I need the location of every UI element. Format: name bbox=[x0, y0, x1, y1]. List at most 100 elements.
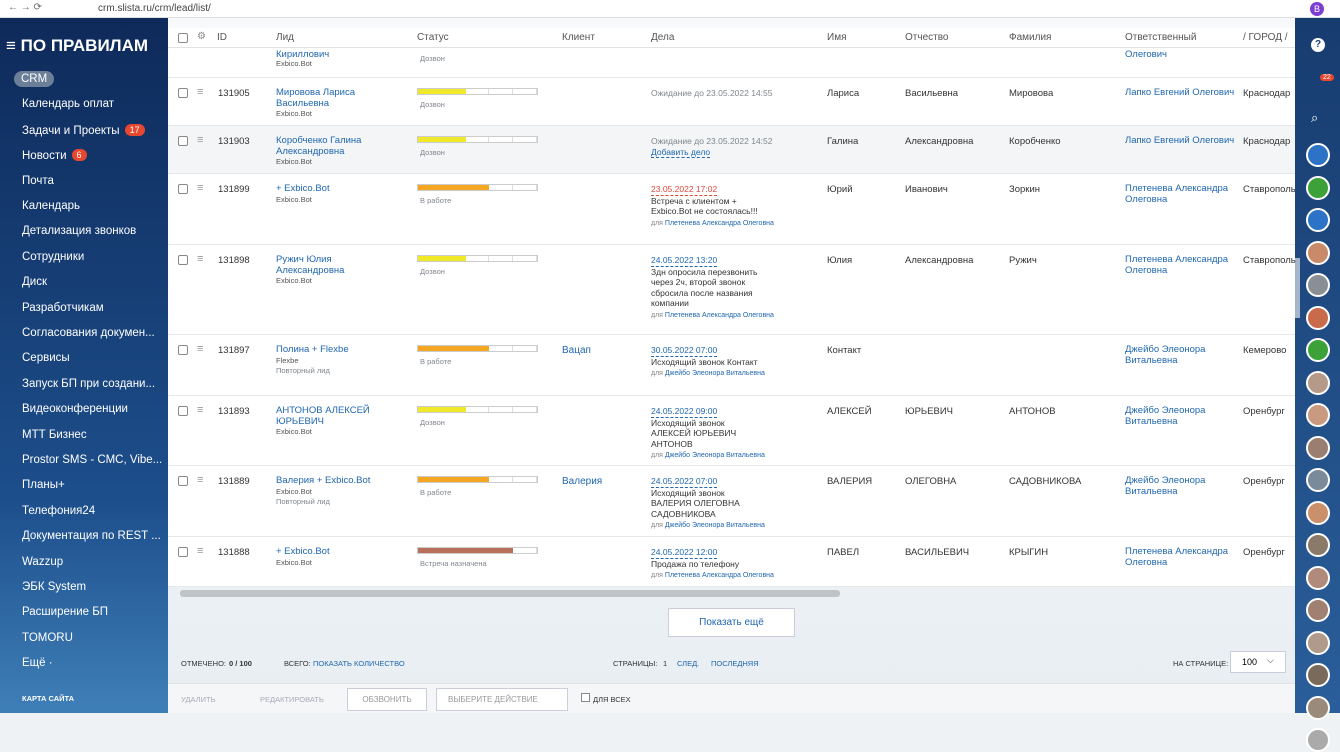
nav-label[interactable]: CRM bbox=[21, 73, 47, 85]
responsible[interactable]: Олегович bbox=[1125, 49, 1167, 60]
avatar[interactable] bbox=[1306, 143, 1330, 167]
avatar[interactable] bbox=[1306, 696, 1330, 720]
row-menu[interactable]: ≡ bbox=[197, 253, 203, 265]
nav-item[interactable]: Календарь оплат bbox=[22, 98, 114, 110]
nav-item[interactable]: Ещё · bbox=[22, 657, 53, 669]
nav-item[interactable]: Новости6 bbox=[22, 149, 87, 162]
nav-label[interactable]: Задачи и Проекты bbox=[22, 125, 120, 137]
nav-item[interactable]: Детализация звонков bbox=[22, 225, 136, 237]
deal-date[interactable]: 24.05.2022 12:00 bbox=[651, 547, 717, 559]
column-header[interactable]: Отчество bbox=[905, 32, 948, 43]
row-checkbox[interactable] bbox=[178, 136, 188, 146]
lead-name[interactable]: + Exbico.Bot bbox=[276, 547, 376, 558]
nav-label[interactable]: МТТ Бизнес bbox=[22, 429, 87, 441]
row-menu[interactable]: ≡ bbox=[197, 86, 203, 98]
column-header[interactable]: Клиент bbox=[562, 32, 595, 43]
nav-label[interactable]: Расширение БП bbox=[22, 606, 108, 618]
nav-item[interactable]: Расширение БП bbox=[22, 606, 108, 618]
row-menu[interactable]: ≡ bbox=[197, 404, 203, 416]
avatar[interactable] bbox=[1306, 273, 1330, 297]
avatar[interactable] bbox=[1306, 436, 1330, 460]
row-menu[interactable]: ≡ bbox=[197, 474, 203, 486]
edit-action[interactable]: РЕДАКТИРОВАТЬ bbox=[260, 695, 324, 704]
avatar[interactable] bbox=[1306, 241, 1330, 265]
nav-item[interactable]: Разработчикам bbox=[22, 302, 104, 314]
nav-label[interactable]: Ещё · bbox=[22, 657, 53, 669]
responsible[interactable]: Плетенева Александра Олеговна bbox=[1125, 255, 1235, 276]
responsible[interactable]: Джейбо Элеонора Витальевна bbox=[1125, 345, 1235, 366]
nav-label[interactable]: Календарь bbox=[22, 200, 80, 212]
next-page[interactable]: СЛЕД. bbox=[677, 659, 699, 668]
column-header[interactable]: Имя bbox=[827, 32, 846, 43]
row-checkbox[interactable] bbox=[178, 255, 188, 265]
help[interactable]: ? bbox=[1311, 38, 1325, 52]
nav-item[interactable]: Почта bbox=[22, 175, 54, 187]
column-header[interactable]: Лид bbox=[276, 32, 294, 43]
deal-date[interactable]: 24.05.2022 07:00 bbox=[651, 476, 717, 488]
search-icon[interactable]: ⌕ bbox=[1311, 110, 1318, 126]
deal-date[interactable]: 24.05.2022 13:20 bbox=[651, 255, 717, 267]
column-header[interactable]: ID bbox=[217, 32, 227, 43]
column-header[interactable]: Статус bbox=[417, 32, 449, 43]
action-select[interactable]: ВЫБЕРИТЕ ДЕЙСТВИЕ bbox=[436, 688, 568, 711]
nav-label[interactable]: Сервисы bbox=[22, 352, 70, 364]
nav-item[interactable]: Видеоконференции bbox=[22, 403, 128, 415]
deal-for-name[interactable]: Плетенева Александра Олеговна bbox=[665, 312, 774, 319]
row-checkbox[interactable] bbox=[178, 88, 188, 98]
nav-label[interactable]: TOMORU bbox=[22, 632, 73, 644]
per-page-select[interactable]: 100 bbox=[1230, 651, 1286, 673]
column-header[interactable]: Фамилия bbox=[1009, 32, 1051, 43]
portal-title[interactable]: ПО ПРАВИЛАМ bbox=[21, 36, 148, 55]
row-checkbox[interactable] bbox=[178, 547, 188, 557]
scrollbar[interactable] bbox=[180, 590, 840, 597]
responsible[interactable]: Плетенева Александра Олеговна bbox=[1125, 184, 1235, 205]
avatar[interactable] bbox=[1306, 728, 1330, 752]
lead-name[interactable]: Коробченко Галина Александровна bbox=[276, 136, 376, 157]
avatar[interactable] bbox=[1306, 306, 1330, 330]
nav-label[interactable]: Диск bbox=[22, 276, 47, 288]
nav-label[interactable]: Документация по REST ... bbox=[22, 530, 161, 542]
nav-item[interactable]: Запуск БП при создани... bbox=[22, 378, 155, 390]
avatar[interactable] bbox=[1306, 371, 1330, 395]
client[interactable]: Валерия bbox=[562, 476, 602, 487]
nav-label[interactable]: Планы+ bbox=[22, 479, 65, 491]
responsible[interactable]: Лапко Евгений Олегович bbox=[1125, 88, 1235, 99]
nav-label[interactable]: Календарь оплат bbox=[22, 98, 114, 110]
avatar[interactable] bbox=[1306, 598, 1330, 622]
nav-label[interactable]: Разработчикам bbox=[22, 302, 104, 314]
responsible[interactable]: Лапко Евгений Олегович bbox=[1125, 136, 1235, 147]
nav-label[interactable]: Согласования докумен... bbox=[22, 327, 155, 339]
row-checkbox[interactable] bbox=[178, 345, 188, 355]
last-page[interactable]: ПОСЛЕДНЯЯ bbox=[711, 659, 759, 668]
column-header[interactable]: Дела bbox=[651, 32, 674, 43]
total-link[interactable]: ПОКАЗАТЬ КОЛИЧЕСТВО bbox=[313, 659, 405, 668]
nav-label[interactable]: Сотрудники bbox=[22, 251, 84, 263]
settings-icon[interactable]: ⚙ bbox=[197, 31, 206, 42]
nav-item[interactable]: CRM bbox=[14, 71, 54, 87]
nav-item[interactable]: Диск bbox=[22, 276, 47, 288]
avatar[interactable] bbox=[1306, 208, 1330, 232]
nav-label[interactable]: Почта bbox=[22, 175, 54, 187]
add-deal[interactable]: Добавить дело bbox=[651, 147, 710, 159]
avatar[interactable] bbox=[1306, 501, 1330, 525]
nav-label[interactable]: ЭБК System bbox=[22, 581, 86, 593]
for-all-checkbox[interactable] bbox=[581, 693, 590, 702]
avatar[interactable] bbox=[1306, 468, 1330, 492]
nav-item[interactable]: Задачи и Проекты17 bbox=[22, 124, 145, 137]
nav-label[interactable]: Новости bbox=[22, 150, 67, 162]
deal-for-name[interactable]: Плетенева Александра Олеговна bbox=[665, 572, 774, 579]
avatar[interactable] bbox=[1306, 176, 1330, 200]
row-menu[interactable]: ≡ bbox=[197, 182, 203, 194]
nav-label[interactable]: Видеоконференции bbox=[22, 403, 128, 415]
lead-name[interactable]: АНТОНОВ АЛЕКСЕЙ ЮРЬЕВИЧ bbox=[276, 406, 376, 427]
lead-name[interactable]: Мировова Лариса Васильевна bbox=[276, 88, 376, 109]
row-checkbox[interactable] bbox=[178, 476, 188, 486]
row-menu[interactable]: ≡ bbox=[197, 134, 203, 146]
row-menu[interactable]: ≡ bbox=[197, 343, 203, 355]
nav-item[interactable]: TOMORU bbox=[22, 632, 73, 644]
column-header[interactable]: Ответственный bbox=[1125, 32, 1196, 43]
responsible[interactable]: Джейбо Элеонора Витальевна bbox=[1125, 476, 1235, 497]
row-menu[interactable]: ≡ bbox=[197, 545, 203, 557]
lead-name[interactable]: Полина + Flexbe bbox=[276, 345, 376, 356]
client[interactable]: Вацап bbox=[562, 345, 591, 356]
